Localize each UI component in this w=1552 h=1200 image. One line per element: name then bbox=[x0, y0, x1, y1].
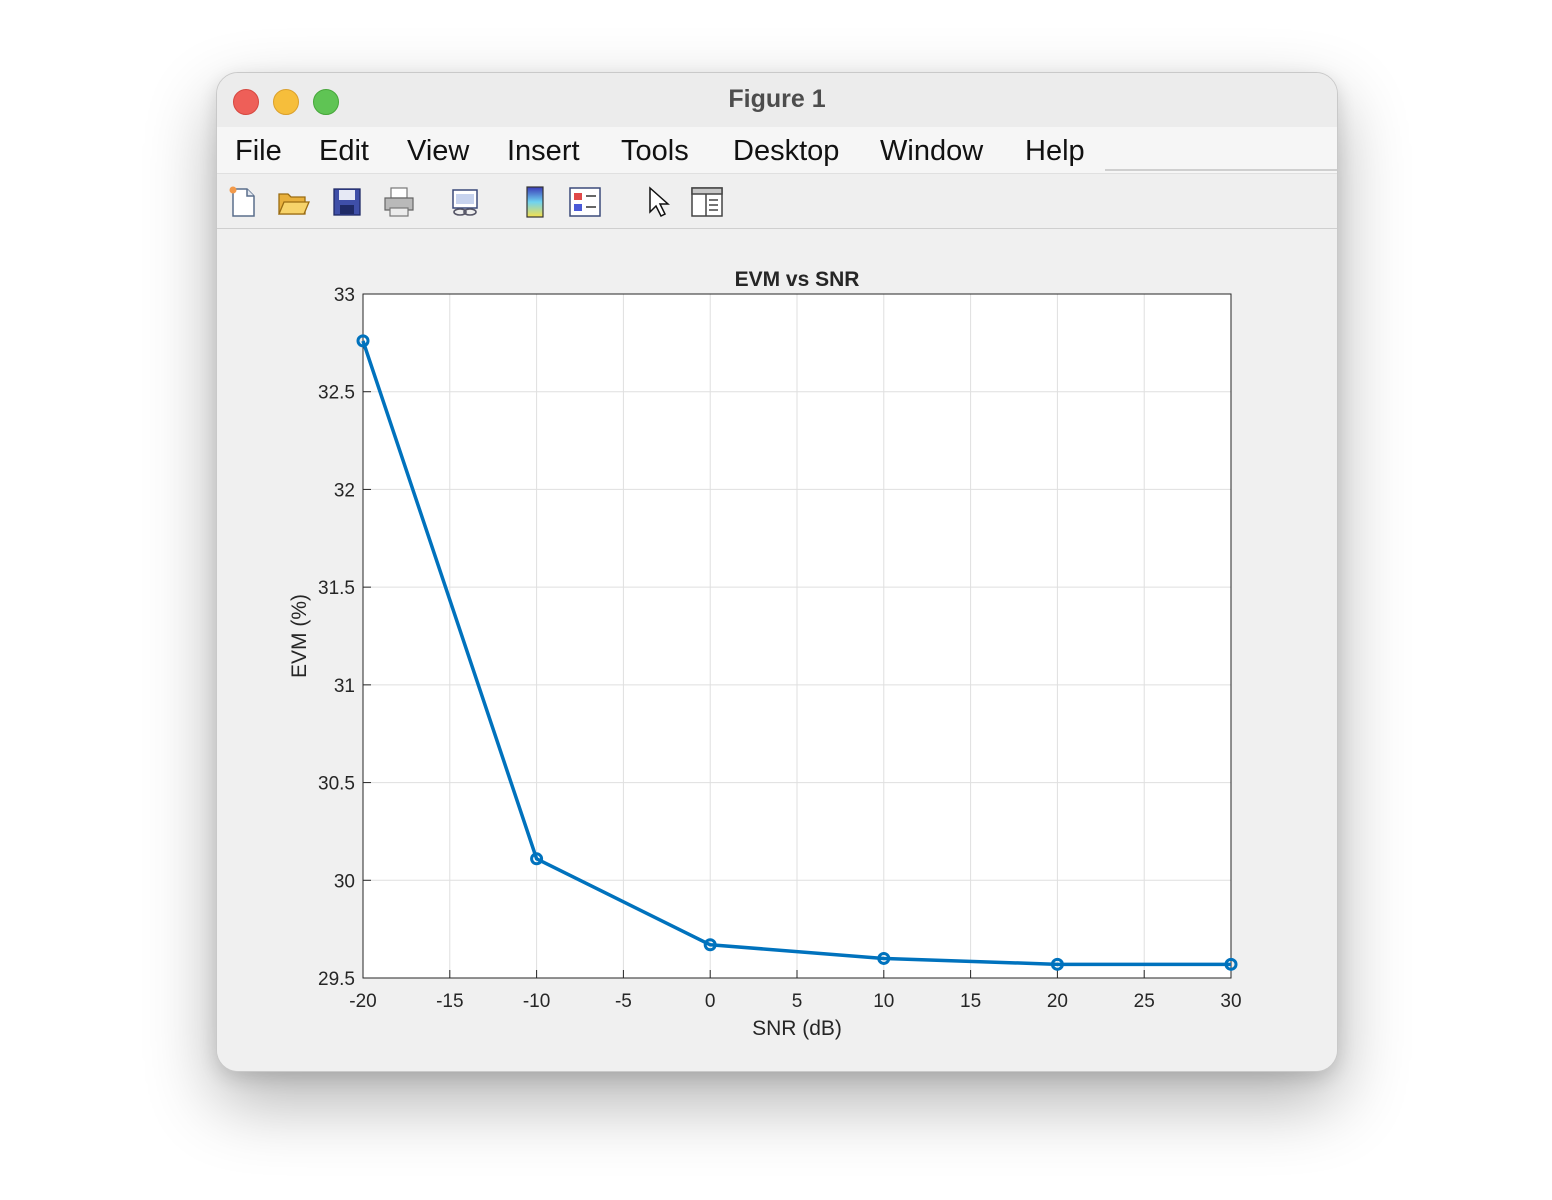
menu-view[interactable]: View bbox=[407, 135, 470, 167]
data-point-marker bbox=[530, 852, 544, 866]
pointer-icon[interactable] bbox=[639, 184, 675, 220]
y-tick-label: 31 bbox=[334, 676, 355, 697]
menu-help[interactable]: Help bbox=[1025, 135, 1085, 167]
y-tick-label: 29.5 bbox=[318, 969, 355, 990]
minimize-button[interactable] bbox=[273, 89, 299, 115]
series-line bbox=[361, 340, 1231, 967]
colorbar-icon[interactable] bbox=[517, 184, 553, 220]
data-point-marker bbox=[1050, 957, 1064, 971]
x-axis-label: SNR (dB) bbox=[752, 1017, 842, 1040]
x-tick-label: 5 bbox=[792, 991, 803, 1012]
data-point-marker bbox=[877, 951, 891, 965]
close-button[interactable] bbox=[233, 89, 259, 115]
y-axis-label: EVM (%) bbox=[288, 594, 311, 678]
x-tick-label: -20 bbox=[349, 991, 376, 1012]
y-tick-label: 32.5 bbox=[318, 383, 355, 404]
menu-desktop[interactable]: Desktop bbox=[733, 135, 840, 167]
data-point-marker bbox=[1224, 957, 1238, 971]
x-tick-label: 10 bbox=[873, 991, 894, 1012]
figure-window: Figure 1 File Edit View Insert Tools Des… bbox=[216, 72, 1338, 1072]
x-tick-label: -15 bbox=[436, 991, 463, 1012]
figure-canvas: -20 -15 -10 -5 0 5 10 15 20 25 30 29.5 30 30.5 31 31.5 3… bbox=[217, 229, 1337, 1071]
chart-title: EVM vs SNR bbox=[735, 268, 860, 291]
tick-marks bbox=[362, 293, 1232, 979]
menu-insert[interactable]: Insert bbox=[507, 135, 580, 167]
menu-edit[interactable]: Edit bbox=[319, 135, 369, 167]
y-tick-label: 33 bbox=[334, 285, 355, 306]
tick-labels: -20 -15 -10 -5 0 5 10 15 20 25 30 29.5 30 30.5 31 31.5 3… bbox=[318, 285, 1242, 1012]
maximize-button[interactable] bbox=[313, 89, 339, 115]
window-title: Figure 1 bbox=[728, 85, 826, 113]
link-plot-icon[interactable] bbox=[447, 184, 483, 220]
x-tick-label: 30 bbox=[1220, 991, 1241, 1012]
y-tick-label: 30.5 bbox=[318, 774, 355, 795]
data-point-marker bbox=[703, 938, 717, 952]
y-tick-label: 31.5 bbox=[318, 578, 355, 599]
print-icon[interactable] bbox=[381, 184, 417, 220]
toolbar bbox=[217, 173, 1337, 229]
menu-file[interactable]: File bbox=[235, 135, 282, 167]
menu-divider bbox=[1105, 169, 1337, 171]
new-figure-icon[interactable] bbox=[225, 184, 261, 220]
menu-tools[interactable]: Tools bbox=[621, 135, 689, 167]
x-tick-label: 25 bbox=[1134, 991, 1155, 1012]
x-tick-label: -10 bbox=[523, 991, 550, 1012]
x-tick-label: -5 bbox=[615, 991, 632, 1012]
title-bar[interactable]: Figure 1 bbox=[217, 73, 1337, 127]
menu-bar: File Edit View Insert Tools Desktop Wind… bbox=[217, 127, 1337, 212]
plot-svg: -20 -15 -10 -5 0 5 10 15 20 25 30 29.5 30 30.5 31 31.5 3… bbox=[288, 268, 1242, 1040]
open-file-icon[interactable] bbox=[275, 184, 311, 220]
y-tick-label: 32 bbox=[334, 480, 355, 501]
menu-window[interactable]: Window bbox=[880, 135, 984, 167]
y-tick-label: 30 bbox=[334, 871, 355, 892]
save-icon[interactable] bbox=[329, 184, 365, 220]
data-point-marker bbox=[356, 334, 370, 348]
x-tick-label: 15 bbox=[960, 991, 981, 1012]
data-series bbox=[356, 334, 1238, 971]
x-tick-label: 0 bbox=[705, 991, 716, 1012]
property-inspector-icon[interactable] bbox=[689, 184, 725, 220]
x-tick-label: 20 bbox=[1047, 991, 1068, 1012]
legend-icon[interactable] bbox=[567, 184, 603, 220]
